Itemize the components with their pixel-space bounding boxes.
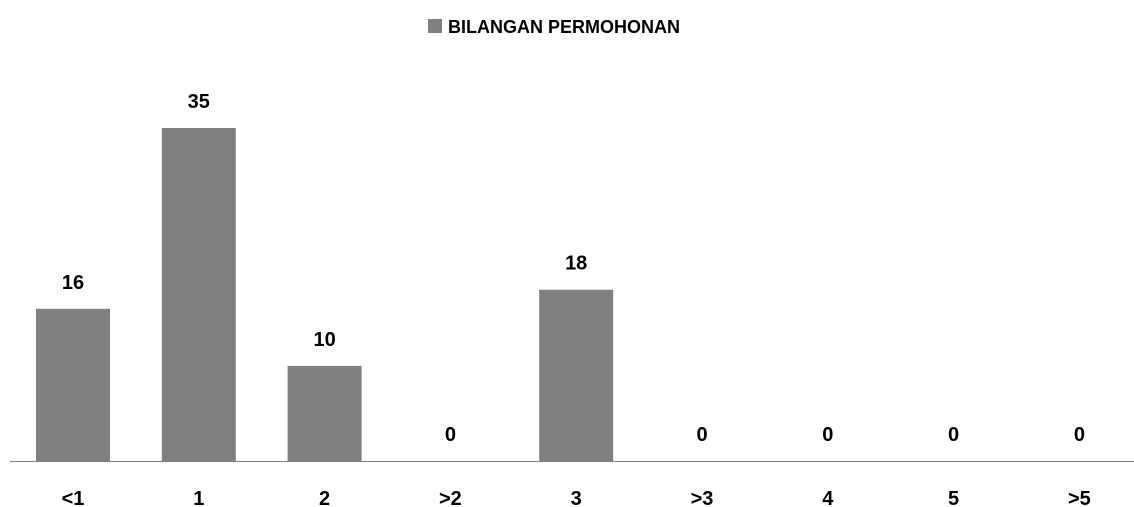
data-label-5: 0 bbox=[696, 424, 707, 446]
bar-1 bbox=[161, 128, 236, 461]
data-label-4: 18 bbox=[565, 253, 587, 275]
x-tick-label-3: >2 bbox=[439, 488, 462, 507]
data-label-7: 0 bbox=[948, 424, 959, 446]
bar-2 bbox=[287, 365, 362, 461]
x-tick-label-0: <1 bbox=[62, 488, 85, 507]
data-label-8: 0 bbox=[1074, 424, 1085, 446]
x-tick-label-1: 1 bbox=[193, 488, 204, 507]
x-tick-label-6: 4 bbox=[822, 488, 834, 507]
bar-0 bbox=[36, 308, 110, 461]
legend-swatch bbox=[428, 19, 442, 33]
x-tick-label-8: >5 bbox=[1068, 488, 1091, 507]
data-labels: 16 35 10 0 18 0 0 0 0 bbox=[62, 91, 1085, 446]
x-axis-tick-labels: <1 1 2 >2 3 >3 4 5 >5 bbox=[62, 488, 1091, 507]
data-label-0: 16 bbox=[62, 272, 84, 294]
bars bbox=[36, 128, 614, 461]
x-tick-label-7: 5 bbox=[948, 488, 959, 507]
data-label-3: 0 bbox=[445, 424, 456, 446]
legend: BILANGAN PERMOHONAN bbox=[428, 17, 680, 37]
x-tick-label-2: 2 bbox=[319, 488, 330, 507]
data-label-1: 35 bbox=[188, 91, 210, 113]
x-tick-label-4: 3 bbox=[571, 488, 582, 507]
legend-label: BILANGAN PERMOHONAN bbox=[448, 17, 680, 37]
bar-4 bbox=[539, 289, 614, 461]
data-label-2: 10 bbox=[313, 329, 335, 351]
x-tick-label-5: >3 bbox=[691, 488, 714, 507]
data-label-6: 0 bbox=[822, 424, 833, 446]
